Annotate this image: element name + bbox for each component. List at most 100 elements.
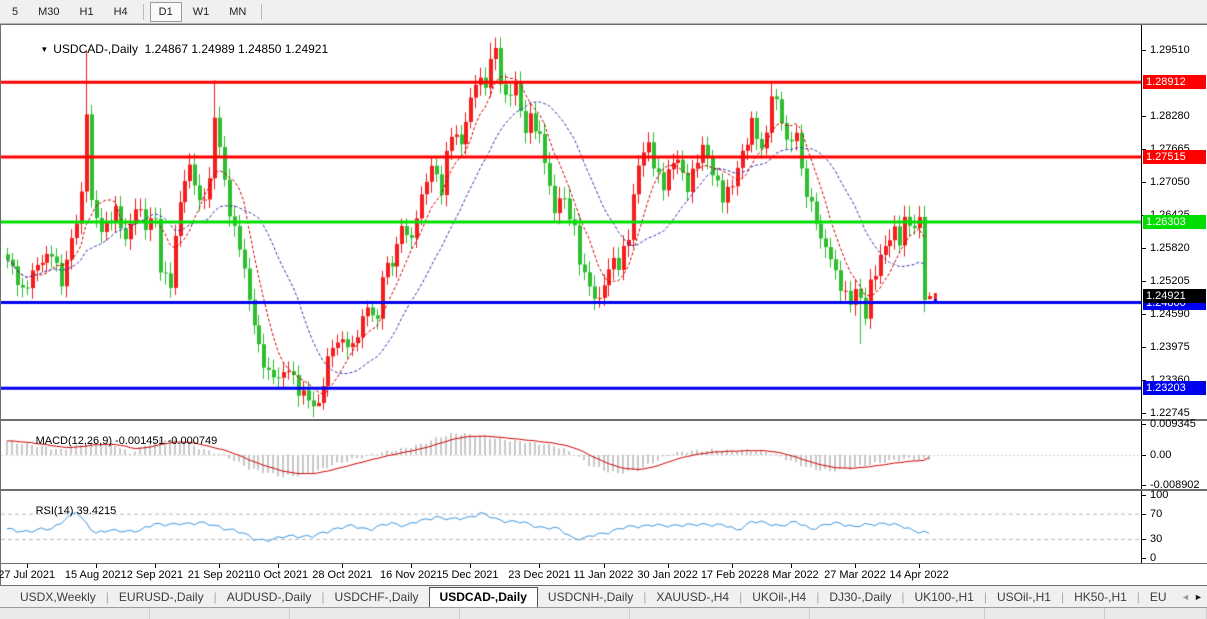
tab-scroll-left-icon[interactable]: ◄ <box>1181 591 1190 602</box>
date-tick-mark <box>919 564 920 568</box>
status-cell <box>150 608 290 619</box>
tab-separator: | <box>105 590 109 604</box>
timeframe-button-mn[interactable]: MN <box>229 5 247 18</box>
price-level-box: 1.26303 <box>1143 215 1206 229</box>
tab-usoil-h1[interactable]: USOil-,H1 <box>996 590 1051 604</box>
tab-scroll-arrows: ◄ ► <box>1175 586 1205 607</box>
timeframe-button-d1[interactable]: D1 <box>149 1 182 22</box>
macd-tick-mark <box>1142 455 1146 456</box>
date-tick-mark <box>278 564 279 568</box>
tab-usdx-weekly[interactable]: USDX,Weekly <box>20 590 96 604</box>
rsi-plot[interactable]: RSI(14) 39.4215 <box>1 491 1141 563</box>
date-tick-mark <box>604 564 605 568</box>
price-tick-mark <box>1142 50 1146 52</box>
date-tick-label: 21 Sep 2021 <box>187 569 251 581</box>
tab-uk100-h1[interactable]: UK100-,H1 <box>914 590 974 604</box>
tab-xauusd-h4[interactable]: XAUUSD-,H4 <box>656 590 730 604</box>
price-tick-mark <box>1142 116 1146 118</box>
date-tick-label: 30 Jan 2022 <box>637 569 698 581</box>
status-cell <box>810 608 985 619</box>
rsi-tick-mark <box>1142 539 1146 540</box>
tab-usdcnh-daily[interactable]: USDCNH-,Daily <box>547 590 634 604</box>
main-chart-canvas[interactable] <box>1 25 1141 419</box>
date-tick-label: 27 Mar 2022 <box>824 569 886 581</box>
status-cell <box>985 608 1105 619</box>
date-tick-label: 15 Aug 2021 <box>64 569 127 581</box>
status-cell <box>460 608 630 619</box>
macd-tick-label: 0.00 <box>1150 449 1172 461</box>
rsi-tick-label: 30 <box>1150 533 1163 545</box>
date-tick-label: 17 Feb 2022 <box>700 569 763 581</box>
rsi-canvas[interactable] <box>1 491 1141 563</box>
timeframe-button-h1[interactable]: H1 <box>79 5 94 18</box>
price-tick-mark <box>1142 280 1146 282</box>
price-tick-label: 1.24590 <box>1150 307 1190 320</box>
rsi-tick-label: 100 <box>1150 488 1169 501</box>
chart-dropdown-icon[interactable]: ▼ <box>40 45 49 54</box>
date-tick-mark <box>155 564 156 568</box>
status-bar <box>0 607 1207 619</box>
date-tick-mark <box>539 564 540 568</box>
tab-hk50-h1[interactable]: HK50-,H1 <box>1074 590 1127 604</box>
status-cell <box>290 608 460 619</box>
price-level-box: 1.28912 <box>1143 75 1206 90</box>
tab-separator: | <box>321 590 325 604</box>
tab-dj30-daily[interactable]: DJ30-,Daily <box>829 590 892 604</box>
date-tick-mark <box>732 564 733 568</box>
pane-separator[interactable] <box>1 489 1207 491</box>
macd-plot[interactable]: MACD(12,26,9) -0.001451 -0.000749 <box>1 421 1141 489</box>
tab-usdchf-daily[interactable]: USDCHF-,Daily <box>334 590 419 604</box>
macd-canvas[interactable] <box>1 421 1141 489</box>
tab-separator: | <box>816 590 820 604</box>
date-tick-label: 28 Oct 2021 <box>312 569 373 581</box>
timeframe-toolbar: 5 M30 H1 H4 D1 W1 MN <box>0 0 1207 24</box>
timeframe-button-m30[interactable]: M30 <box>38 5 60 18</box>
main-chart-plot[interactable]: ▼ USDCAD-,Daily 1.24867 1.24989 1.24850 1… <box>1 25 1141 419</box>
tab-scroll-right-icon[interactable]: ► <box>1194 591 1203 602</box>
price-tick-mark <box>1142 412 1146 414</box>
tab-ukoil-h4[interactable]: UKOil-,H4 <box>752 590 807 604</box>
date-tick-label: 5 Dec 2021 <box>442 569 499 581</box>
macd-tick-label: -0.008902 <box>1150 478 1200 491</box>
toolbar-separator <box>261 3 263 20</box>
date-tick-label: 8 Mar 2022 <box>763 569 819 581</box>
timeframe-button-w1[interactable]: W1 <box>192 5 210 18</box>
date-tick-mark <box>411 564 412 568</box>
current-price-box: 1.24921 <box>1143 289 1206 304</box>
status-cell <box>0 608 150 619</box>
date-tick-label: 2 Sep 2021 <box>126 569 184 581</box>
tab-audusd-daily[interactable]: AUDUSD-,Daily <box>226 590 312 604</box>
tab-separator: | <box>739 590 743 604</box>
rsi-tick-mark <box>1142 513 1146 515</box>
price-tick-label: 1.28280 <box>1150 110 1190 123</box>
price-tick-mark <box>1142 148 1146 150</box>
date-tick-label: 27 Jul 2021 <box>0 569 56 581</box>
price-axis: 1.295101.282801.276651.270501.264251.258… <box>1141 25 1207 419</box>
tab-usdcad-daily[interactable]: USDCAD-,Daily <box>428 587 538 607</box>
price-level-box: 1.23203 <box>1143 381 1206 396</box>
price-tick-label: 1.29510 <box>1150 44 1190 57</box>
tab-eurusd-daily[interactable]: EURUSD-,Daily <box>118 590 204 604</box>
date-tick-mark <box>855 564 856 568</box>
rsi-axis: 100 70 30 0 <box>1141 488 1207 564</box>
timeframe-button-h4[interactable]: H4 <box>113 5 128 18</box>
chart-symbol-label: USDCAD-,Daily <box>53 42 138 56</box>
chart-ohlc-values: 1.24867 1.24989 1.24850 1.24921 <box>144 42 329 56</box>
date-tick-mark <box>219 564 220 568</box>
tab-eu[interactable]: EU <box>1149 590 1167 604</box>
price-tick-label: 1.23975 <box>1150 340 1190 353</box>
price-tick-mark <box>1142 181 1146 183</box>
date-axis: 27 Jul 2021 15 Aug 2021 2 Sep 2021 21 Sep 2… <box>0 563 1207 585</box>
rsi-tick-mark <box>1142 558 1146 559</box>
pane-separator[interactable] <box>1 419 1207 421</box>
main-price-pane: ▼ USDCAD-,Daily 1.24867 1.24989 1.24850 1… <box>1 25 1207 419</box>
price-level-box: 1.27515 <box>1143 150 1206 165</box>
price-tick-label: 1.25205 <box>1150 274 1190 287</box>
date-tick-mark <box>96 564 97 568</box>
timeframe-button-5[interactable]: 5 <box>12 5 19 18</box>
tab-separator: | <box>901 590 905 604</box>
price-tick-label: 1.25820 <box>1150 241 1190 254</box>
tab-separator: | <box>1060 590 1065 604</box>
date-tick-label: 10 Oct 2021 <box>248 569 309 581</box>
